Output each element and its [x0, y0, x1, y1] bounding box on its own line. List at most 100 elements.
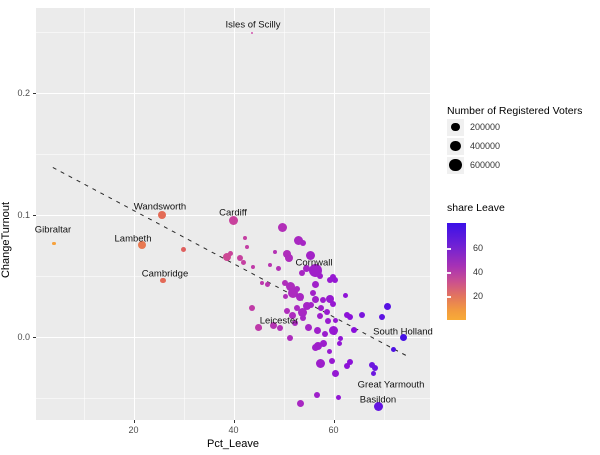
- size-legend-key: [447, 156, 464, 174]
- y-minor-gridline: [36, 31, 430, 33]
- colorbar-tick-mark: [447, 295, 451, 298]
- data-point: [379, 313, 385, 320]
- x-major-gridline: [333, 8, 335, 420]
- size-legend-dot: [449, 158, 462, 172]
- data-point-cambridge: [160, 277, 166, 284]
- size-legend-row: 600000: [447, 156, 582, 174]
- size-legend-keys: 200000 400000 600000: [447, 118, 582, 174]
- data-point: [337, 336, 343, 342]
- colorbar-tick-mark: [447, 248, 451, 251]
- data-point: [332, 277, 338, 284]
- colorbar-gradient: [447, 223, 466, 320]
- size-legend-label: 400000: [470, 141, 501, 151]
- y-major-gridline: [36, 214, 430, 216]
- x-tick-label: 40: [228, 425, 239, 435]
- y-minor-gridline: [36, 397, 430, 399]
- size-legend-dot: [451, 122, 460, 132]
- data-point: [300, 239, 306, 246]
- data-point: [313, 326, 321, 334]
- data-point: [317, 312, 323, 319]
- data-point: [344, 362, 350, 369]
- data-point: [294, 285, 300, 292]
- data-point: [223, 253, 231, 262]
- data-point: [249, 305, 255, 312]
- annotation-wandsworth: Wandsworth: [133, 201, 187, 213]
- data-point: [299, 270, 305, 277]
- data-point: [336, 341, 342, 347]
- data-point: [287, 334, 293, 341]
- data-point: [282, 279, 288, 286]
- y-tick-mark: [33, 336, 36, 338]
- size-legend-key: [447, 137, 464, 155]
- data-point: [285, 281, 295, 291]
- data-point: [330, 300, 336, 307]
- annotation-south-holland: South Holland: [373, 326, 433, 338]
- y-tick-label: 0.2: [17, 87, 30, 98]
- data-point: [347, 313, 353, 320]
- colorbar-tick-label: 20: [473, 290, 484, 301]
- data-point: [293, 235, 303, 245]
- data-point: [314, 342, 322, 351]
- data-point: [351, 327, 357, 334]
- data-point-cornwall: [308, 264, 322, 278]
- x-minor-gridline: [283, 8, 285, 420]
- data-point: [243, 235, 247, 240]
- data-point: [359, 311, 365, 318]
- data-point: [310, 289, 316, 296]
- data-point: [288, 287, 298, 298]
- data-point: [285, 254, 293, 263]
- size-legend-dot: [450, 140, 461, 152]
- y-minor-gridline: [36, 275, 430, 277]
- data-point: [370, 370, 376, 376]
- data-point-isles-of-scilly: [250, 31, 254, 34]
- data-point: [331, 330, 337, 336]
- data-point: [308, 301, 314, 308]
- x-tick-label: 60: [328, 425, 339, 435]
- annotation-great-yarmouth: Great Yarmouth: [357, 379, 425, 391]
- data-point: [311, 296, 319, 304]
- colorbar-wrap: 60 40 20: [447, 223, 505, 320]
- data-point: [297, 307, 307, 317]
- annotation-gibraltar: Gibraltar: [34, 224, 72, 236]
- annotation-basildon: Basildon: [359, 394, 397, 406]
- data-point: [320, 296, 326, 303]
- annotation-lambeth: Lambeth: [114, 233, 152, 245]
- size-legend-title: Number of Registered Voters: [447, 105, 583, 117]
- data-point: [237, 255, 243, 262]
- data-point: [269, 322, 277, 330]
- data-point: [383, 302, 391, 310]
- size-legend-label: 200000: [470, 122, 501, 132]
- data-point: [277, 324, 283, 331]
- x-major-gridline: [133, 8, 135, 420]
- size-legend-key: [447, 118, 464, 136]
- data-point: [268, 262, 272, 267]
- data-point-cardiff: [228, 216, 238, 226]
- data-point: [315, 358, 325, 368]
- data-point: [322, 331, 328, 338]
- x-minor-gridline: [383, 8, 385, 420]
- data-point: [180, 247, 186, 253]
- data-point-great-yarmouth: [369, 361, 375, 368]
- data-point: [327, 277, 333, 284]
- x-axis-title: Pct_Leave: [207, 438, 259, 450]
- data-point: [275, 265, 281, 271]
- data-point: [300, 315, 306, 322]
- data-point: [342, 292, 348, 298]
- data-point: [329, 357, 335, 364]
- data-point: [347, 359, 353, 366]
- x-tick-mark: [333, 420, 335, 423]
- y-tick-mark: [33, 214, 36, 216]
- data-point: [325, 317, 331, 324]
- size-legend-row: 200000: [447, 118, 582, 136]
- data-point: [332, 318, 338, 324]
- data-point-leicester: [254, 324, 262, 332]
- size-legend-label: 600000: [470, 160, 501, 170]
- data-point: [277, 223, 287, 233]
- data-point: [331, 369, 339, 377]
- data-point: [318, 305, 324, 312]
- data-point: [335, 395, 341, 400]
- data-point: [282, 293, 288, 299]
- y-axis-title: ChangeTurnout: [0, 201, 12, 279]
- size-legend: Number of Registered Voters 200000 400000…: [447, 105, 582, 174]
- data-point: [303, 302, 311, 310]
